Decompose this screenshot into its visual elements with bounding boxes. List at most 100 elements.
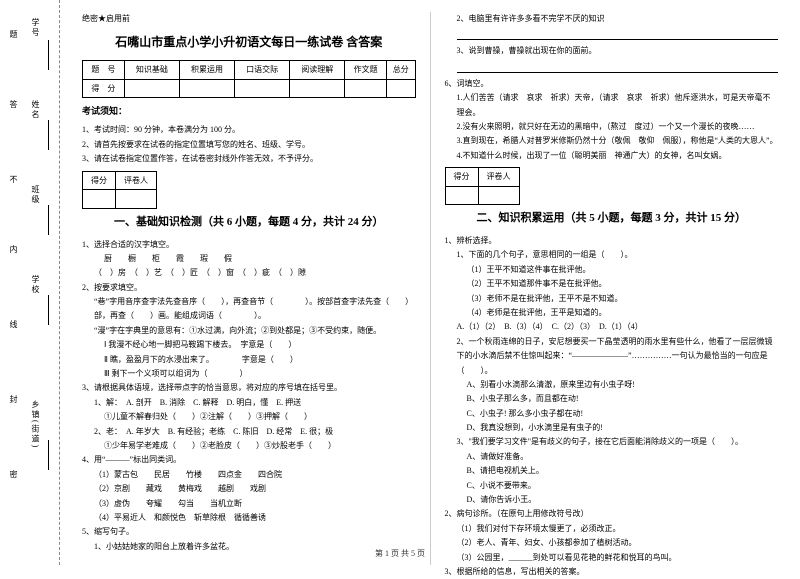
- question: 4、用“———”标出同类词。 （1）蒙古包 民居 竹楼 四点金 四合院 （2）京…: [82, 453, 416, 525]
- bind-line: [48, 440, 49, 470]
- page-footer: 第 1 页 共 5 页: [0, 548, 800, 559]
- cell: 得分: [83, 171, 116, 190]
- line: （3）虚伪 夸耀 勾当 当机立断: [94, 497, 416, 511]
- line: C、小虫子! 那么多小虫子都在动!: [467, 407, 779, 421]
- cell: 总分: [387, 60, 415, 79]
- bind-line: [48, 40, 49, 70]
- line: （1）王平不知道这件事在批评他。: [467, 263, 779, 277]
- line: 4.不知道什么时候，出现了一位（聪明美丽 神通广大）的女神，名叫女娲。: [457, 149, 779, 163]
- line: （ ）房 （ ）艺 （ ）匠 （ ）窗 （ ）疵 （ ）隙: [94, 266, 416, 280]
- line: 3、说到曹操，曹操就出现在你的面前。: [457, 44, 779, 58]
- secret-label: 绝密★启用前: [82, 12, 416, 26]
- seal-char: 题: [8, 30, 19, 44]
- section-heading: 一、基础知识检测（共 6 小题，每题 4 分，共计 24 分）: [82, 213, 416, 232]
- line: B、请把电视机关上。: [467, 464, 779, 478]
- question: 1、辨析选择。 1、下面的几个句子，意思相同的一组是（ ）。 （1）王平不知道这…: [445, 234, 779, 507]
- exam-title: 石嘴山市重点小学小升初语文每日一练试卷 含答案: [82, 32, 416, 52]
- line: （2）王平不知道那件事不是在批评他。: [467, 277, 779, 291]
- line: 2、老： A. 年岁大 B. 有经验；老练 C. 陈旧 D. 经常 E. 很；极: [94, 425, 416, 439]
- question: 3、请根据具体语境，选择带点字的恰当意思，将对应的序号填在括号里。 1、解： A…: [82, 381, 416, 453]
- cell: 评卷人: [116, 171, 157, 190]
- cell: [445, 186, 478, 205]
- cell: [387, 79, 415, 98]
- cell: [116, 190, 157, 209]
- line: 1、解： A. 剖开 B. 消除 C. 解释 D. 明白，懂 E. 押送: [94, 396, 416, 410]
- line: “巷”字用音序查字法先查音序（ ），再查音节（ ）。按部首查字法先查（ ）部，再…: [94, 295, 416, 324]
- bind-line: [48, 295, 49, 325]
- question: 1、选择合适的汉字填空。 厨 橱 柜 霞 瑕 假 （ ）房 （ ）艺 （ ）匠 …: [82, 238, 416, 281]
- bind-line: [48, 120, 49, 150]
- line: “漫”字在字典里的意思有：①水过满，向外流；②到处都是；③不受约束，随便。: [94, 324, 416, 338]
- left-column: 绝密★启用前 石嘴山市重点小学小升初语文每日一练试卷 含答案 题 号 知识基础 …: [74, 12, 431, 565]
- notice-item: 3、请在试卷指定位置作答，在试卷密封线外作答无效，不予评分。: [82, 152, 416, 166]
- bind-field: 姓名: [30, 100, 41, 120]
- line: （3）老师不是在批评他，王平不是不知道。: [467, 292, 779, 306]
- line: 厨 橱 柜 霞 瑕 假: [104, 252, 416, 266]
- cell: 评卷人: [478, 168, 519, 187]
- stem: 1、辨析选择。: [445, 234, 779, 248]
- cell: 题 号: [83, 60, 125, 79]
- line: D、请你告诉小王。: [467, 493, 779, 507]
- stem: 2、按要求填空。: [82, 281, 416, 295]
- line: （4）平易近人 和颜悦色 斩草除根 循循善诱: [94, 511, 416, 525]
- line: 3.直到现在，希腊人对普罗米修斯仍然十分（敬佩 敬仰 佩服），称他是“人类的大恩…: [457, 134, 779, 148]
- stem: 5、缩写句子。: [82, 525, 416, 539]
- line: 1.人们苦苦（请求 哀求 祈求）天帝，（请求 哀求 祈求）他斥逐洪水，可是天帝毫…: [457, 91, 779, 120]
- scorebox: 得分评卷人: [82, 171, 157, 209]
- cell: 积累运用: [179, 60, 234, 79]
- stem: 1、选择合适的汉字填空。: [82, 238, 416, 252]
- cell: 得 分: [83, 79, 125, 98]
- line: D、我真没想到，小水滴里是有虫子的!: [467, 421, 779, 435]
- page: 学号 姓名 班级 学校 乡镇(街道) 题 答 不 内 线 封 密 绝密★启用前 …: [0, 0, 800, 565]
- line: ①少年易学老难成（ ）②老脸皮（ ）③炒股老手（ ）: [104, 439, 416, 453]
- stem: 6、词填空。: [445, 77, 779, 91]
- options: A.（1）（2） B.（3）（4） C.（2）（3） D.（1）（4）: [457, 320, 779, 334]
- seal-char: 答: [8, 100, 19, 114]
- notice-title: 考试须知：: [82, 104, 416, 119]
- cell: [83, 190, 116, 209]
- cell: 知识基础: [124, 60, 179, 79]
- cell: 作文题: [345, 60, 387, 79]
- seal-char: 密: [8, 470, 19, 484]
- line: 1、下面的几个句子，意思相同的一组是（ ）。: [457, 248, 779, 262]
- notice-item: 2、请首先按要求在试卷的指定位置填写您的姓名、班级、学号。: [82, 138, 416, 152]
- bind-field: 班级: [30, 185, 41, 205]
- cell: 口语交际: [235, 60, 290, 79]
- line: C、小说不要带来。: [467, 479, 779, 493]
- line: A、别看小水滴那么清澈，原来里边有小虫子呀!: [467, 378, 779, 392]
- bind-field: 学号: [30, 18, 41, 38]
- answer-line: [457, 30, 779, 40]
- question: 2、按要求填空。 “巷”字用音序查字法先查音序（ ），再查音节（ ）。按部首查字…: [82, 281, 416, 382]
- seal-char: 不: [8, 175, 19, 189]
- answer-line: [457, 63, 779, 73]
- line: 3、"我们要学习文件"是有歧义的句子，接在它后面能消除歧义的一项是（ ）。: [457, 435, 779, 449]
- section-heading: 二、知识积累运用（共 5 小题，每题 3 分，共计 15 分）: [445, 209, 779, 228]
- line: Ⅰ 我漫不经心地一脚把马鞍踢下楼去。 字意是（ ）: [104, 338, 416, 352]
- cell: [124, 79, 179, 98]
- bind-field: 乡镇(街道): [30, 400, 41, 449]
- line: 2、电脑里有许许多多看不完学不厌的知识: [457, 12, 779, 26]
- line: 2、一个秋雨连绵的日子，安尼想要买一下晶莹透明的雨水里有些什么，他看了一层层微镜…: [457, 335, 779, 378]
- table-row: 得 分: [83, 79, 416, 98]
- line: A、请做好准备。: [467, 450, 779, 464]
- cell: [478, 186, 519, 205]
- cell: [345, 79, 387, 98]
- line: （2）京剧 藏戏 黄梅戏 越剧 戏剧: [94, 482, 416, 496]
- line: （1）蒙古包 民居 竹楼 四点金 四合院: [94, 468, 416, 482]
- cell: 阅读理解: [290, 60, 345, 79]
- line: （1）我们对付下存环境太慢更了，必须改正。: [457, 522, 779, 536]
- line: 2.没有火来照明，就只好在无边的黑暗中，（熬过 度过）一个又一个漫长的夜晚……: [457, 120, 779, 134]
- stem: 3、请根据具体语境，选择带点字的恰当意思，将对应的序号填在括号里。: [82, 381, 416, 395]
- line: B、小虫子那么多，而且都在动!: [467, 392, 779, 406]
- scorebox: 得分评卷人: [445, 167, 520, 205]
- right-column: 2、电脑里有许许多多看不完学不厌的知识 3、说到曹操，曹操就出现在你的面前。 6…: [431, 12, 787, 565]
- line: Ⅲ 剩下一个义项可以组词为（ ）: [104, 367, 416, 381]
- cell: [179, 79, 234, 98]
- question: 6、词填空。 1.人们苦苦（请求 哀求 祈求）天帝，（请求 哀求 祈求）他斥逐洪…: [445, 77, 779, 163]
- line: Ⅱ 瞧，盈盈月下的水浸出来了。 字意是（ ）: [104, 353, 416, 367]
- content: 绝密★启用前 石嘴山市重点小学小升初语文每日一练试卷 含答案 题 号 知识基础 …: [60, 0, 800, 565]
- notice-item: 1、考试时间：90 分钟，本卷满分为 100 分。: [82, 123, 416, 137]
- bind-line: [48, 205, 49, 235]
- cell: [235, 79, 290, 98]
- question: 3、根据所给的信息，写出相关的答案。: [445, 565, 779, 579]
